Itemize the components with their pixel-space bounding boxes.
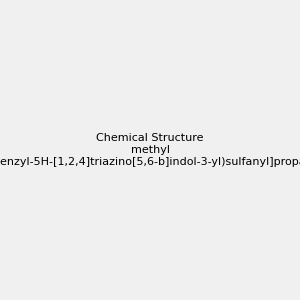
Text: Chemical Structure
methyl 2-[(5-benzyl-5H-[1,2,4]triazino[5,6-b]indol-3-yl)sulfa: Chemical Structure methyl 2-[(5-benzyl-5… — [0, 134, 300, 166]
